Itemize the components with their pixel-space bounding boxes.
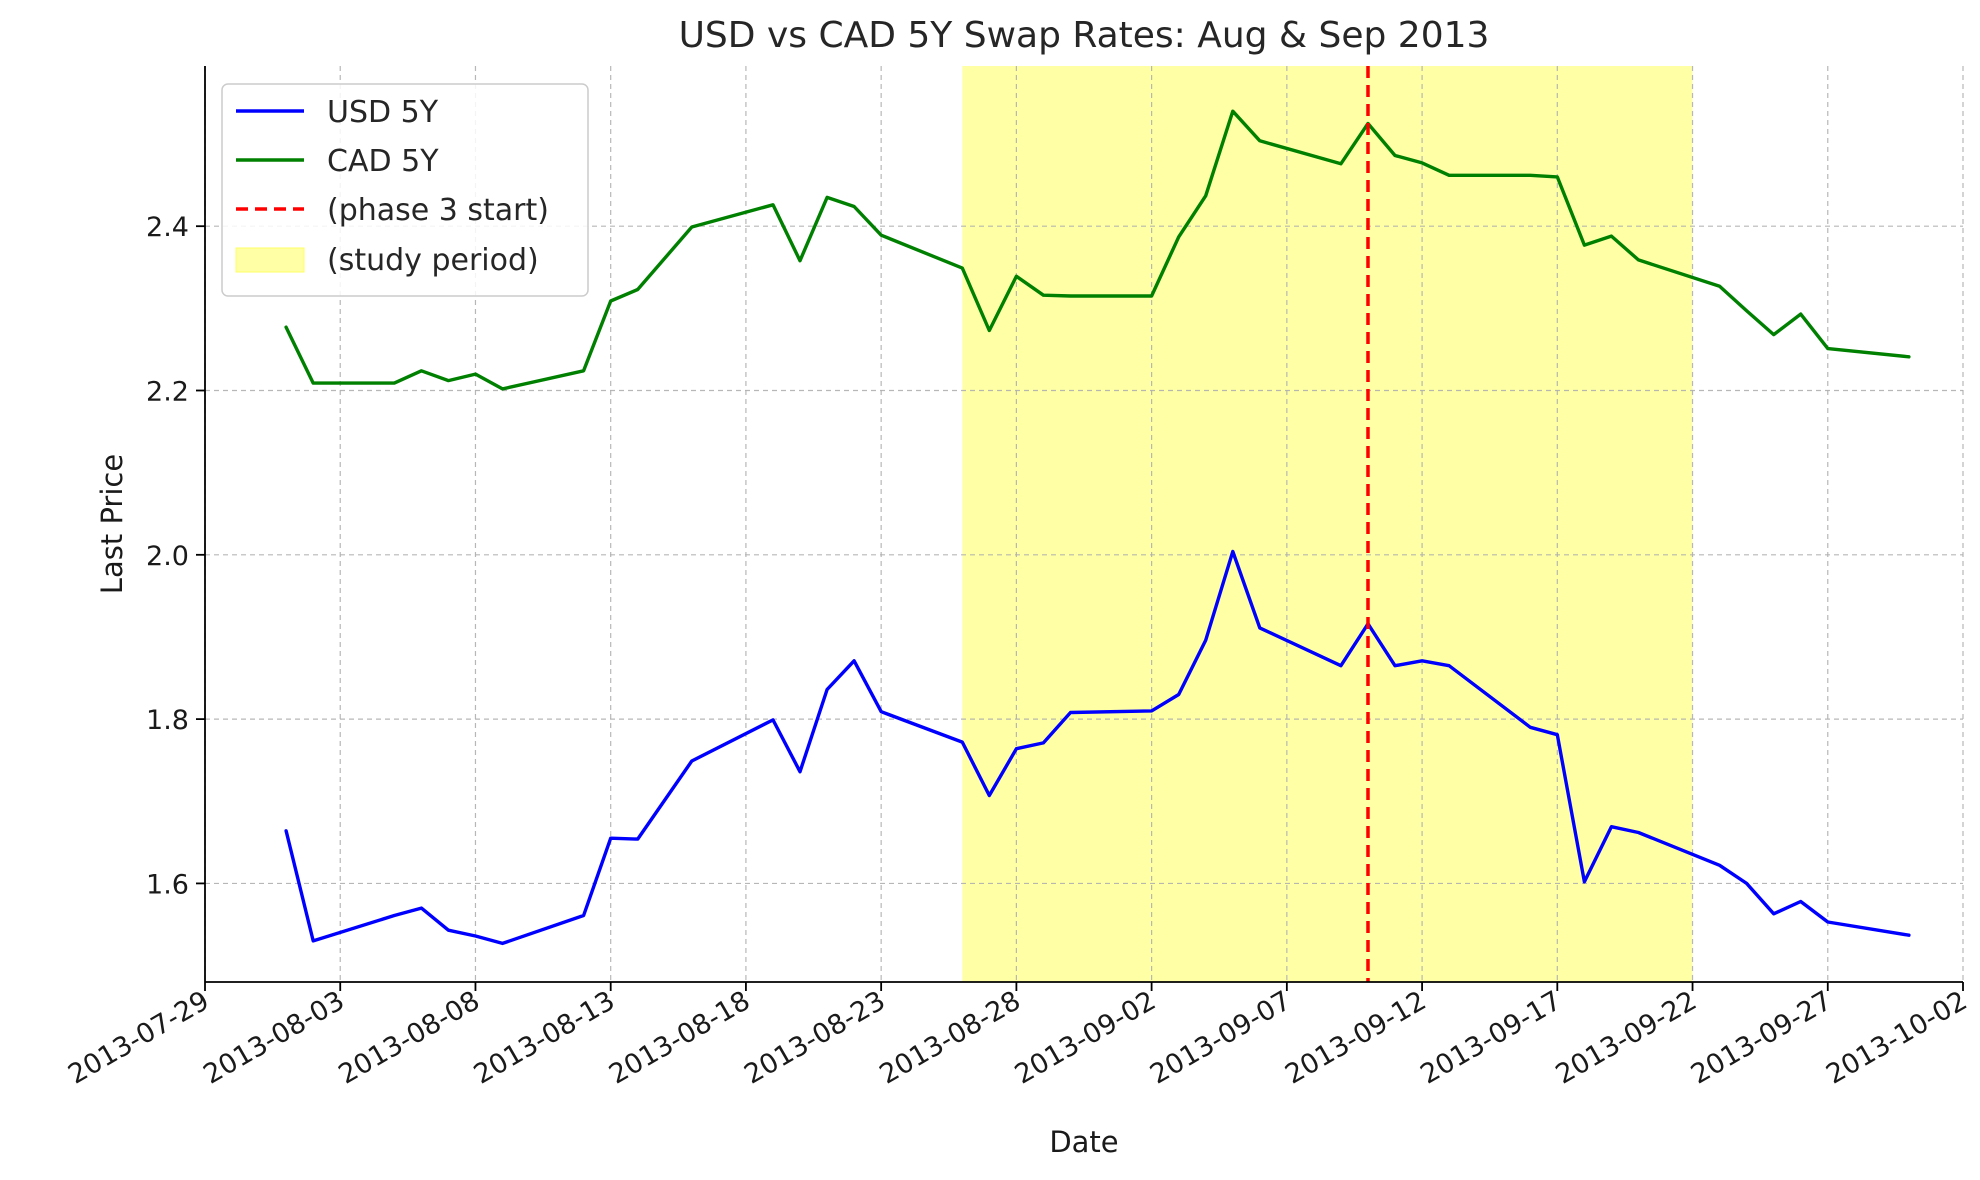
x-axis-title: Date [1049, 1125, 1118, 1159]
legend: USD 5Y CAD 5Y (phase 3 start) (study per… [221, 83, 589, 297]
legend-swatch-study-period [235, 247, 305, 273]
study-period-span [962, 66, 1693, 982]
y-axis-title: Last Price [95, 454, 129, 594]
legend-label-study-period: (study period) [327, 243, 539, 278]
series-line-cad-5y [284, 109, 1911, 391]
chart-title: USD vs CAD 5Y Swap Rates: Aug & Sep 2013 [679, 15, 1490, 56]
legend-label-phase-3-start: (phase 3 start) [327, 193, 549, 228]
legend-label-usd: USD 5Y [327, 95, 439, 130]
series-line-usd-5y [284, 549, 1911, 946]
y-tick-label: 2.2 [146, 377, 189, 408]
y-tick-label: 2.0 [146, 541, 189, 572]
legend-box [221, 83, 589, 297]
y-tick-label: 1.8 [146, 705, 189, 736]
legend-label-cad: CAD 5Y [327, 144, 439, 179]
y-tick-label: 2.4 [146, 212, 189, 243]
series-layer [284, 109, 1911, 946]
y-tick-label: 1.6 [146, 869, 189, 900]
